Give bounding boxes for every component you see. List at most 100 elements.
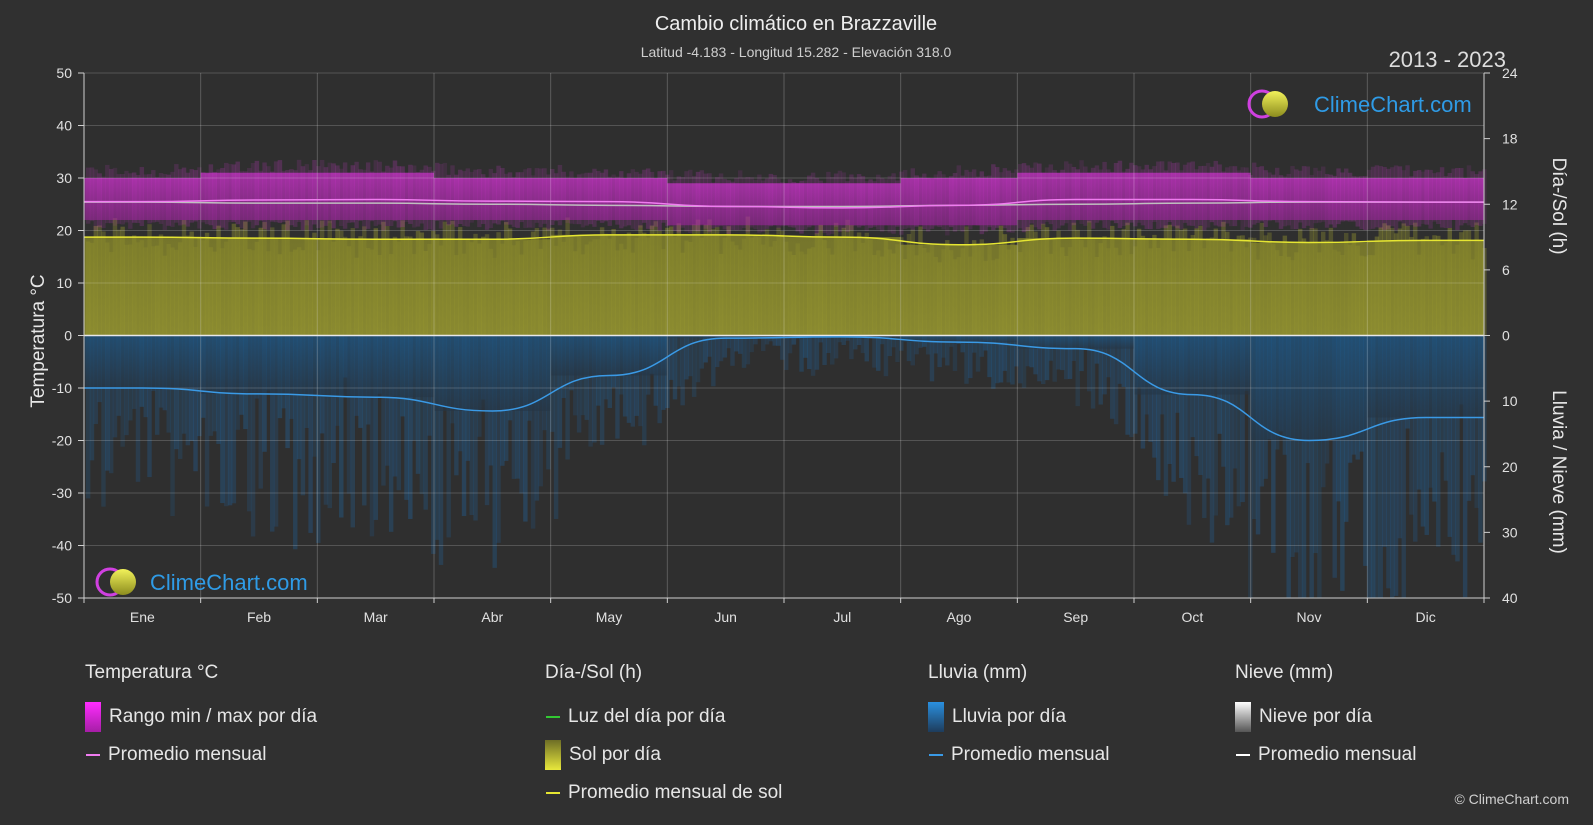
rain-swatch (928, 702, 944, 732)
temp-range-bar-Jun (667, 183, 784, 226)
sun-bar-Nov (1250, 242, 1368, 336)
daylight-swatch (546, 716, 560, 718)
rain-bar-Oct (1134, 335, 1251, 395)
legend-snow: Nieve (mm) Nieve por día Promedio mensua… (1235, 662, 1416, 774)
left-tick-label: 0 (64, 328, 72, 344)
legend-sun-avg-label: Promedio mensual de sol (568, 782, 783, 803)
sun-bar-Jun (667, 234, 784, 336)
rain-bar-Abr (434, 335, 551, 411)
y-axis-label-right-bottom: Lluvia / Nieve (mm) (1548, 390, 1569, 554)
legend-sun-daily-label: Sol por día (569, 744, 661, 765)
temp-avg-swatch (86, 754, 100, 756)
temp-range-bar-Jul (784, 183, 901, 226)
legend-temp-avg: Promedio mensual (85, 736, 317, 774)
legend-snow-daily-label: Nieve por día (1259, 706, 1373, 727)
legend-daylight: Luz del día por día (545, 698, 782, 736)
rain-bar-Ago (900, 335, 1018, 343)
legend: Temperatura °C Rango min / max por día P… (0, 662, 1593, 812)
chart-title: Cambio climático en Brazzaville (655, 13, 937, 35)
sun-bar-Jul (784, 237, 901, 336)
right-tick-label-rain: 20 (1502, 459, 1518, 475)
left-tick-label: 30 (56, 170, 72, 186)
left-tick-label: -30 (52, 485, 72, 501)
rain-avg-swatch (929, 754, 943, 756)
right-tick-label-rain: 40 (1502, 590, 1518, 606)
right-tick-label-sun: 0 (1502, 328, 1510, 344)
sun-bar-Feb (200, 238, 318, 336)
snow-avg-swatch (1236, 754, 1250, 756)
month-label-Jun: Jun (714, 609, 737, 625)
month-label-Feb: Feb (247, 609, 271, 625)
month-label-Nov: Nov (1297, 609, 1322, 625)
rain-bar-Mar (317, 335, 434, 398)
brand-logo-top: ClimeChart.com (1247, 89, 1472, 119)
temp-range-bar-May (550, 178, 668, 220)
left-tick-label: -50 (52, 590, 72, 606)
rain-bar-May (550, 335, 668, 376)
sun-bar-Dic (1367, 240, 1484, 336)
period-label: 2013 - 2023 (1389, 47, 1506, 72)
sun-avg-swatch (546, 792, 560, 794)
brand-logo-bottom: ClimeChart.com (95, 567, 308, 597)
temp-range-bar-Ene (84, 178, 201, 220)
temp-range-bar-Nov (1250, 178, 1368, 220)
legend-sun: Día-/Sol (h) Luz del día por día Sol por… (545, 662, 782, 812)
copyright: © ClimeChart.com (1454, 791, 1569, 807)
left-tick-label: 10 (56, 275, 72, 291)
left-tick-label: -40 (52, 538, 72, 554)
legend-snow-heading: Nieve (mm) (1235, 662, 1334, 683)
legend-temp-heading: Temperatura °C (85, 662, 219, 683)
right-tick-label-sun: 24 (1502, 65, 1518, 81)
legend-temp-avg-label: Promedio mensual (108, 744, 267, 765)
sun-bar-Sep (1017, 238, 1134, 336)
legend-temp-range-label: Rango min / max por día (109, 706, 318, 727)
temp-range-bar-Ago (900, 178, 1018, 226)
right-tick-label-rain: 10 (1502, 393, 1518, 409)
sun-bar-May (550, 234, 668, 336)
legend-daylight-label: Luz del día por día (568, 706, 726, 727)
month-label-Mar: Mar (364, 609, 388, 625)
month-label-May: May (596, 609, 622, 625)
temp-range-bar-Abr (434, 178, 551, 220)
sun-avg-line (84, 234, 1485, 246)
legend-rain-avg: Promedio mensual (928, 736, 1109, 774)
legend-snow-avg: Promedio mensual (1235, 736, 1416, 774)
temp-range-swatch (85, 702, 101, 732)
legend-snow-avg-label: Promedio mensual (1258, 744, 1417, 765)
legend-sun-heading: Día-/Sol (h) (545, 662, 643, 683)
right-tick-label-sun: 6 (1502, 262, 1510, 278)
month-label-Jul: Jul (833, 609, 851, 625)
sun-bar-Ago (900, 244, 1018, 336)
temp-avg-line (84, 198, 1484, 209)
left-tick-label: 20 (56, 223, 72, 239)
temp-range-bar-Sep (1017, 172, 1134, 220)
legend-rain-daily: Lluvia por día (928, 698, 1109, 736)
left-tick-label: -20 (52, 433, 72, 449)
legend-snow-daily: Nieve por día (1235, 698, 1416, 736)
legend-rain-heading: Lluvia (mm) (928, 662, 1028, 683)
temp-range-bar-Feb (200, 172, 318, 220)
logo-sun-icon (110, 569, 136, 595)
left-tick-label: 50 (56, 65, 72, 81)
month-label-Sep: Sep (1063, 609, 1088, 625)
right-tick-label-sun: 18 (1502, 131, 1518, 147)
legend-sun-daily: Sol por día (545, 736, 782, 774)
rain-avg-line (83, 336, 1484, 442)
legend-sun-avg: Promedio mensual de sol (545, 774, 782, 812)
temp-range-bar-Oct (1134, 172, 1251, 220)
rain-bar-Nov (1250, 335, 1368, 441)
y-axis-label-right-top: Día-/Sol (h) (1548, 157, 1569, 254)
month-label-Oct: Oct (1181, 609, 1203, 625)
rain-bar-Feb (200, 335, 318, 394)
brand-label-top: ClimeChart.com (1314, 92, 1472, 117)
chart-subtitle: Latitud -4.183 - Longitud 15.282 - Eleva… (641, 44, 952, 60)
sun-bar-Ene (84, 237, 201, 336)
rain-bar-Ene (84, 335, 201, 388)
legend-rain-daily-label: Lluvia por día (952, 706, 1067, 727)
legend-temperature: Temperatura °C Rango min / max por día P… (85, 662, 317, 774)
right-tick-label-sun: 12 (1502, 196, 1518, 212)
sun-bar-Mar (317, 239, 434, 336)
left-tick-label: 40 (56, 118, 72, 134)
brand-label-bottom: ClimeChart.com (150, 570, 308, 595)
month-label-Ene: Ene (130, 609, 155, 625)
